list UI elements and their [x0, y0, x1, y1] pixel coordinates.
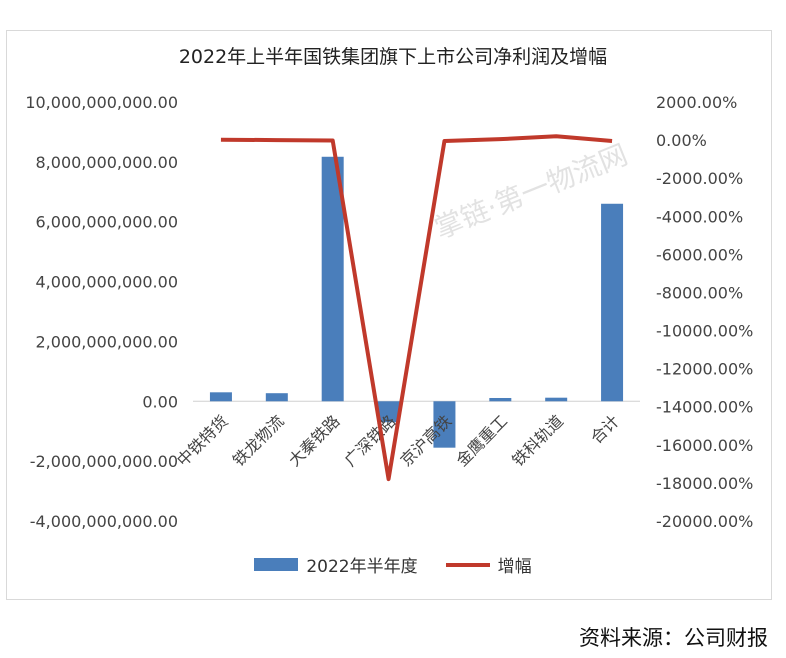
right-tick-label: 0.00%: [656, 131, 707, 150]
right-tick-label: -20000.00%: [656, 512, 753, 531]
source-note: 资料来源：公司财报: [579, 626, 768, 650]
category-label: 铁科轨道: [508, 411, 567, 470]
right-tick-label: -16000.00%: [656, 436, 753, 455]
right-tick-label: -12000.00%: [656, 360, 753, 379]
legend-item-line: 增幅: [445, 552, 532, 577]
right-tick-label: -4000.00%: [656, 207, 743, 226]
legend-item-bar: 2022年半年度: [254, 552, 418, 577]
left-tick-label: 0.00: [142, 392, 178, 411]
left-tick-label: 10,000,000,000.00: [25, 93, 178, 112]
left-tick-label: 4,000,000,000.00: [36, 273, 179, 292]
category-label: 铁龙物流: [229, 411, 288, 470]
bar-铁科轨道: [545, 397, 568, 402]
left-axis: 10,000,000,000.00 8,000,000,000.00 6,000,0…: [25, 93, 178, 531]
left-tick-label: 2,000,000,000.00: [36, 332, 179, 351]
right-tick-label: -2000.00%: [656, 169, 743, 188]
legend: 2022年半年度 增幅: [0, 552, 786, 577]
category-label: 金鹰重工: [452, 411, 511, 470]
bar-series: [209, 156, 624, 448]
bar-合计: [601, 203, 624, 402]
category-label: 中铁特货: [173, 411, 232, 470]
category-label: 合计: [587, 411, 623, 447]
bar-中铁特货: [209, 392, 232, 402]
category-label: 大秦铁路: [285, 411, 344, 470]
right-axis: 2000.00% 0.00% -2000.00% -4000.00% -6000.00%…: [656, 93, 753, 531]
bar-金鹰重工: [489, 397, 512, 402]
right-tick-label: 2000.00%: [656, 93, 737, 112]
bar-铁龙物流: [265, 393, 288, 402]
left-tick-label: -2,000,000,000.00: [30, 452, 178, 471]
legend-label-bar: 2022年半年度: [306, 557, 418, 577]
chart-title: 2022年上半年国铁集团旗下上市公司净利润及增幅: [178, 46, 608, 68]
bar-广深铁路: [377, 401, 400, 423]
chart-frame: [6, 30, 772, 600]
right-tick-label: -10000.00%: [656, 322, 753, 341]
right-tick-label: -6000.00%: [656, 245, 743, 264]
legend-swatch-bar: [254, 558, 299, 571]
legend-swatch-line: [445, 562, 490, 567]
right-tick-label: -14000.00%: [656, 398, 753, 417]
left-tick-label: 8,000,000,000.00: [36, 153, 179, 172]
bar-京沪高铁: [433, 401, 456, 448]
left-tick-label: -4,000,000,000.00: [30, 512, 178, 531]
right-tick-label: -18000.00%: [656, 474, 753, 493]
line-series-增幅: [220, 134, 613, 482]
legend-label-line: 增幅: [497, 557, 532, 577]
left-tick-label: 6,000,000,000.00: [36, 213, 179, 232]
bar-大秦铁路: [321, 156, 344, 402]
right-tick-label: -8000.00%: [656, 283, 743, 302]
